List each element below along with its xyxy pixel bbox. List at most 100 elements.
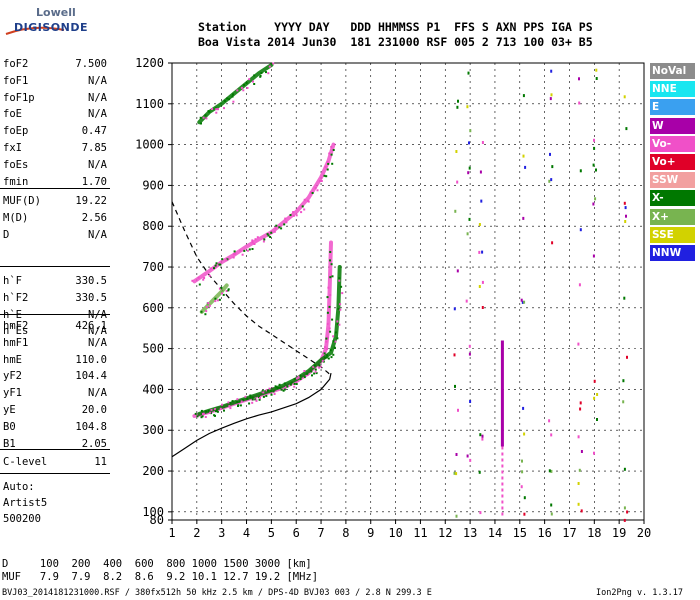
param-value: 110.0 bbox=[75, 353, 107, 366]
echo-point bbox=[331, 162, 334, 165]
echo-point bbox=[330, 145, 333, 148]
param-value: 19.22 bbox=[75, 195, 107, 207]
x-tick-label: 9 bbox=[367, 526, 374, 540]
echo-point bbox=[328, 327, 331, 330]
param-separator bbox=[0, 188, 110, 189]
x-tick-label: 6 bbox=[293, 526, 300, 540]
x-tick-label: 10 bbox=[388, 526, 402, 540]
header-row2: Boa Vista 2014 Jun30 181 231000 RSF 005 … bbox=[198, 35, 593, 49]
noise-point bbox=[593, 138, 595, 142]
noise-point bbox=[596, 393, 599, 396]
echo-point bbox=[267, 234, 270, 237]
echo-point bbox=[336, 320, 339, 323]
echo-point bbox=[225, 290, 228, 292]
echo-point bbox=[256, 236, 259, 239]
echo-point bbox=[205, 310, 208, 313]
echo-point bbox=[319, 365, 322, 368]
echo-point bbox=[340, 285, 343, 288]
echo-point bbox=[253, 243, 256, 245]
noise-point bbox=[479, 433, 482, 437]
noise-point bbox=[593, 451, 595, 455]
echo-point bbox=[300, 211, 303, 214]
echo-point bbox=[218, 298, 221, 301]
x-tick-label: 16 bbox=[537, 526, 551, 540]
noise-point bbox=[481, 250, 484, 254]
x-tick-label: 17 bbox=[562, 526, 576, 540]
noise-point bbox=[550, 512, 553, 516]
echo-point bbox=[221, 403, 223, 406]
noise-point bbox=[622, 379, 625, 383]
echo-point bbox=[207, 302, 210, 305]
noise-point bbox=[593, 396, 596, 400]
echo-point bbox=[211, 108, 213, 110]
echo-point bbox=[327, 286, 330, 289]
echo-point bbox=[231, 95, 234, 98]
legend-item: NNW bbox=[650, 245, 695, 261]
noise-point bbox=[548, 419, 551, 423]
echo-point bbox=[215, 409, 218, 412]
noise-point bbox=[592, 254, 595, 258]
noise-point bbox=[456, 180, 459, 184]
echo-point bbox=[327, 357, 330, 360]
echo-point bbox=[262, 395, 265, 398]
echo-point bbox=[203, 277, 206, 279]
echo-point bbox=[198, 283, 201, 286]
echo-point bbox=[227, 289, 230, 292]
echo-point bbox=[275, 224, 278, 227]
echo-point bbox=[265, 71, 267, 74]
noise-point bbox=[596, 418, 598, 421]
echo-point bbox=[326, 354, 329, 357]
echo-point bbox=[251, 248, 254, 250]
echo-point bbox=[303, 208, 306, 211]
noise-point bbox=[550, 503, 553, 507]
noise-point bbox=[521, 470, 524, 474]
echo-point bbox=[214, 408, 217, 411]
noise-point bbox=[523, 432, 526, 436]
noise-point bbox=[593, 146, 596, 150]
echo-point bbox=[325, 340, 328, 343]
echo-point bbox=[289, 214, 292, 216]
auto-scaler-label: 500200 bbox=[3, 513, 41, 525]
echo-point bbox=[329, 330, 332, 333]
noise-point bbox=[469, 458, 472, 462]
echo-point bbox=[214, 266, 217, 269]
legend-item: E bbox=[650, 99, 695, 116]
echo-point bbox=[314, 186, 317, 189]
echo-point bbox=[215, 111, 218, 114]
echo-point bbox=[326, 322, 329, 325]
footer-muf-row: MUF 7.9 7.9 8.2 8.6 9.2 10.1 12.7 19.2 [… bbox=[2, 571, 319, 583]
param-name: yF1 bbox=[3, 387, 22, 400]
echo-point bbox=[237, 405, 239, 407]
echo-point bbox=[223, 107, 225, 110]
echo-point bbox=[268, 65, 271, 68]
param-value: 7.500 bbox=[75, 58, 107, 70]
echo-point bbox=[269, 390, 272, 393]
echo-point bbox=[262, 391, 265, 394]
auto-scaler-label: Auto: bbox=[3, 481, 35, 493]
echo-point bbox=[330, 153, 333, 156]
echo-point bbox=[202, 116, 205, 119]
noise-point bbox=[551, 165, 554, 169]
echo-point bbox=[239, 249, 242, 252]
param-separator bbox=[0, 314, 110, 315]
echo-point bbox=[249, 396, 252, 399]
echo-point bbox=[274, 385, 277, 388]
noise-point bbox=[457, 408, 459, 412]
echo-point bbox=[327, 162, 330, 165]
footer-file-info: BVJ03_2014181231000.RSF / 380fx512h 50 k… bbox=[2, 588, 432, 598]
echo-point bbox=[204, 416, 207, 418]
noise-point bbox=[465, 299, 468, 303]
param-value: N/A bbox=[88, 228, 107, 241]
echo-point bbox=[318, 364, 321, 367]
noise-point bbox=[579, 169, 582, 173]
echo-point bbox=[251, 398, 254, 401]
echo-point bbox=[222, 293, 225, 296]
echo-point bbox=[239, 404, 242, 407]
noise-point bbox=[522, 154, 525, 158]
noise-point bbox=[455, 453, 458, 456]
legend-item: Vo- bbox=[650, 135, 695, 152]
echo-point bbox=[216, 410, 219, 413]
noise-point bbox=[580, 509, 583, 513]
echo-point bbox=[209, 267, 212, 270]
x-tick-label: 8 bbox=[342, 526, 349, 540]
